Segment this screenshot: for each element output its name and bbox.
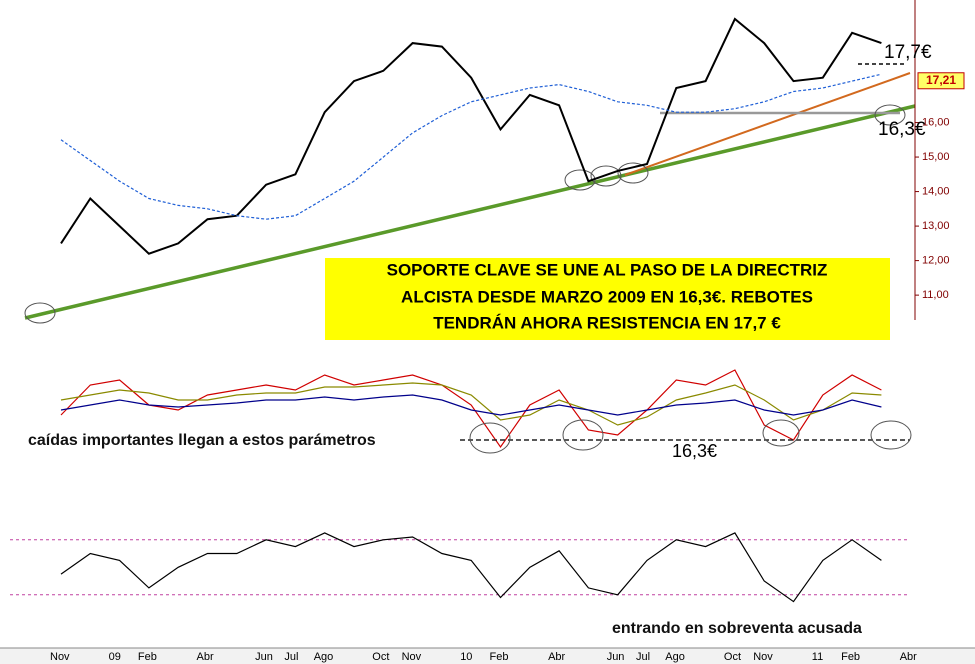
x-tick-label: Abr	[900, 651, 917, 663]
annotation: caídas importantes llegan a estos paráme…	[28, 432, 376, 449]
circle	[870, 420, 912, 450]
y-tick-label: 14,00	[922, 185, 950, 197]
x-tick-label: 10	[460, 651, 472, 663]
circle	[562, 419, 604, 451]
circle	[469, 422, 511, 454]
circle	[590, 165, 622, 187]
y-tick-label: 16,00	[922, 116, 950, 128]
annotation: 16,3€	[672, 441, 717, 461]
trend-line	[624, 72, 911, 176]
x-tick-label: Oct	[372, 651, 389, 663]
x-axis-band	[0, 648, 975, 664]
x-tick-label: Jun	[255, 651, 273, 663]
x-tick-label: Feb	[490, 651, 509, 663]
series-line	[60, 17, 882, 255]
x-tick-label: Oct	[724, 651, 741, 663]
price-box	[917, 72, 965, 90]
x-tick-label: Feb	[138, 651, 157, 663]
annotation: 17,7€	[884, 42, 932, 63]
note-box	[325, 258, 890, 340]
circle	[564, 169, 596, 191]
y-tick-label: 13,00	[922, 220, 950, 232]
note-text: SOPORTE CLAVE SE UNE AL PASO DE LA DIREC…	[387, 260, 828, 279]
circle	[617, 162, 649, 184]
annotation: entrando en sobreventa acusada	[612, 620, 862, 637]
series-line	[60, 394, 882, 416]
x-tick-label: Nov	[50, 651, 70, 663]
series-line	[60, 532, 882, 603]
annotation: 16,3€	[878, 119, 926, 140]
x-tick-label: Abr	[197, 651, 214, 663]
y-tick-label: 12,00	[922, 255, 950, 267]
price-label: 17,21	[926, 73, 956, 87]
note-text: TENDRÁN AHORA RESISTENCIA EN 17,7 €	[433, 313, 781, 332]
x-tick-label: Ago	[314, 651, 334, 663]
x-tick-label: Nov	[402, 651, 422, 663]
x-tick-label: Abr	[548, 651, 565, 663]
series-line	[60, 73, 882, 220]
x-tick-label: Jun	[607, 651, 625, 663]
circle	[874, 104, 906, 126]
x-tick-label: Jul	[284, 651, 298, 663]
series-line	[60, 382, 882, 426]
x-tick-label: Feb	[841, 651, 860, 663]
x-tick-label: Ago	[665, 651, 685, 663]
x-tick-label: 11	[812, 651, 823, 663]
circle	[24, 302, 56, 324]
trend-line	[24, 104, 916, 320]
x-tick-label: Jul	[636, 651, 650, 663]
y-tick-label: 11,00	[922, 289, 949, 301]
x-tick-label: 09	[109, 651, 121, 663]
note-text: ALCISTA DESDE MARZO 2009 EN 16,3€. REBOT…	[401, 287, 813, 306]
circle	[762, 419, 800, 447]
y-tick-label: 15,00	[922, 151, 950, 163]
x-tick-label: Nov	[753, 651, 773, 663]
